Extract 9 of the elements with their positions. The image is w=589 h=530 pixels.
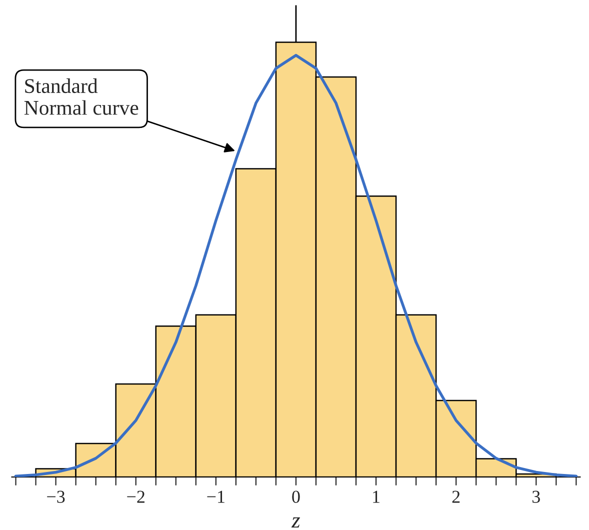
x-tick-label: 0: [292, 490, 300, 503]
x-axis-title: z: [291, 517, 300, 528]
x-tick-label: 1: [373, 490, 380, 503]
x-tick-label: −3: [47, 490, 65, 503]
x-tick-label: 2: [452, 490, 460, 503]
x-tick-label: 3: [532, 490, 540, 503]
x-tick-label: −1: [207, 490, 224, 503]
annotation: Standard Normal curve: [24, 78, 138, 115]
x-tick-label: −2: [127, 490, 144, 503]
